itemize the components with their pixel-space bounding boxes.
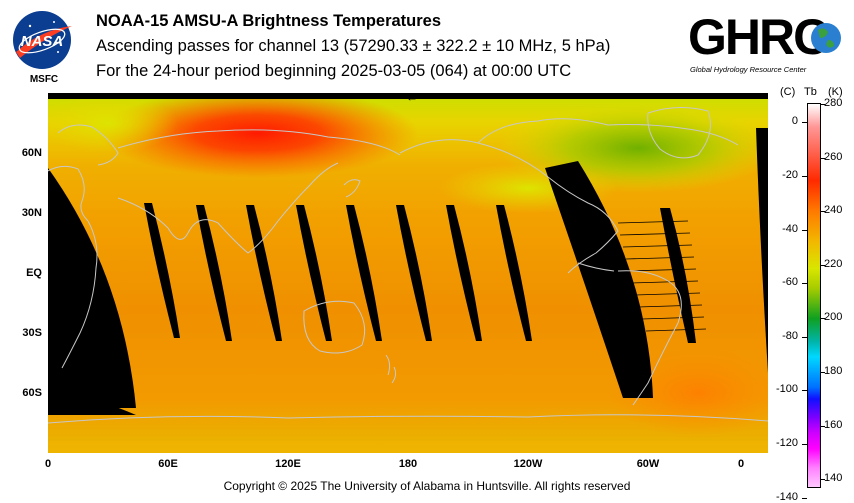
colorbar-kelvin-tick: 140	[824, 472, 843, 485]
colorbar-unit-kelvin: (K)	[828, 86, 843, 98]
brightness-temperature-map: ←	[48, 93, 768, 453]
direction-arrow-icon: ←	[406, 93, 418, 104]
scan-line-artifacts	[617, 220, 707, 332]
colorbar-celsius-tick: -80	[782, 329, 798, 342]
lon-label-120w: 120W	[513, 458, 543, 470]
lon-label-180: 180	[398, 458, 418, 470]
colorbar-celsius-tick-mark	[802, 390, 807, 392]
missing-data-crescent-west	[48, 168, 136, 408]
colorbar-celsius-tick-mark	[802, 175, 807, 177]
colorbar-celsius-tick: -140	[775, 490, 798, 503]
lat-label-60s: 60S	[22, 387, 42, 399]
colorbar-celsius-tick: -120	[775, 437, 798, 450]
lon-label-60w: 60W	[636, 458, 660, 470]
copyright-notice: Copyright © 2025 The University of Alaba…	[223, 479, 631, 493]
colorbar-celsius-tick: 0	[791, 115, 798, 128]
colorbar-celsius-tick-mark	[802, 444, 807, 446]
svg-text:Global Hydrology Resource Cent: Global Hydrology Resource Center	[690, 65, 807, 74]
colorbar-celsius-tick: -100	[775, 383, 798, 396]
colorbar-kelvin-tick: 200	[824, 311, 843, 324]
colorbar-kelvin-tick: 180	[824, 365, 843, 378]
colorbar-unit-celsius: (C)	[780, 86, 796, 98]
svg-text:MSFC: MSFC	[30, 74, 58, 84]
lat-label-30n: 30N	[21, 207, 42, 219]
colorbar-kelvin-tick-mark	[820, 157, 825, 159]
colorbar-celsius-tick-mark	[802, 497, 807, 499]
swath-gaps	[144, 203, 696, 343]
lon-label-0: 0	[44, 458, 52, 470]
missing-data-crescent-east	[545, 161, 653, 398]
colorbar-kelvin-tick-mark	[820, 372, 825, 374]
colorbar-celsius-tick: -20	[782, 168, 798, 181]
colorbar-kelvin-tick: 240	[824, 204, 843, 217]
colorbar-kelvin-tick-mark	[820, 425, 825, 427]
color-scale-bar	[807, 103, 821, 488]
colorbar-kelvin-tick-mark	[820, 211, 825, 213]
colorbar-kelvin-tick-mark	[820, 318, 825, 320]
colorbar-kelvin-tick-mark	[820, 104, 825, 105]
colorbar-celsius-tick-mark	[802, 122, 807, 124]
chart-subtitle-period: For the 24-hour period beginning 2025-03…	[96, 62, 572, 80]
warm-anomaly-north	[98, 93, 418, 178]
colorbar-kelvin-tick-mark	[820, 479, 825, 481]
colorbar-celsius-tick-mark	[802, 283, 807, 285]
colorbar-kelvin-tick: 280	[824, 97, 843, 109]
colorbar-title: Tb	[804, 86, 817, 98]
colorbar-celsius-tick: -40	[782, 222, 798, 235]
lat-label-30s: 30S	[22, 327, 42, 339]
lon-label-0-east: 0	[738, 458, 745, 470]
colorbar-kelvin-tick: 220	[824, 257, 843, 270]
colorbar-kelvin-tick-mark	[820, 264, 825, 266]
lon-label-120e: 120E	[275, 458, 301, 470]
chart-title: NOAA-15 AMSU-A Brightness Temperatures	[96, 12, 442, 30]
chart-subtitle-channel: Ascending passes for channel 13 (57290.3…	[96, 37, 611, 55]
colorbar-kelvin-tick: 160	[824, 418, 843, 431]
colorbar-kelvin-tick: 260	[824, 150, 843, 163]
lon-label-60e: 60E	[158, 458, 178, 470]
svg-text:NASA: NASA	[21, 33, 64, 50]
missing-data-band	[48, 93, 768, 99]
coastlines	[48, 107, 768, 424]
colorbar-celsius-tick-mark	[802, 336, 807, 338]
ghrc-logo: GHRC Global Hydrology Resource Center	[686, 8, 848, 76]
colorbar-celsius-tick-mark	[802, 229, 807, 231]
lat-label-60n: 60N	[21, 147, 42, 159]
svg-text:GHRC: GHRC	[688, 9, 828, 65]
colorbar-celsius-tick: -60	[782, 276, 798, 289]
lat-label-eq: EQ	[26, 267, 42, 279]
nasa-logo: NASA MSFC	[10, 8, 76, 85]
missing-data-crescent-edge	[756, 128, 768, 373]
